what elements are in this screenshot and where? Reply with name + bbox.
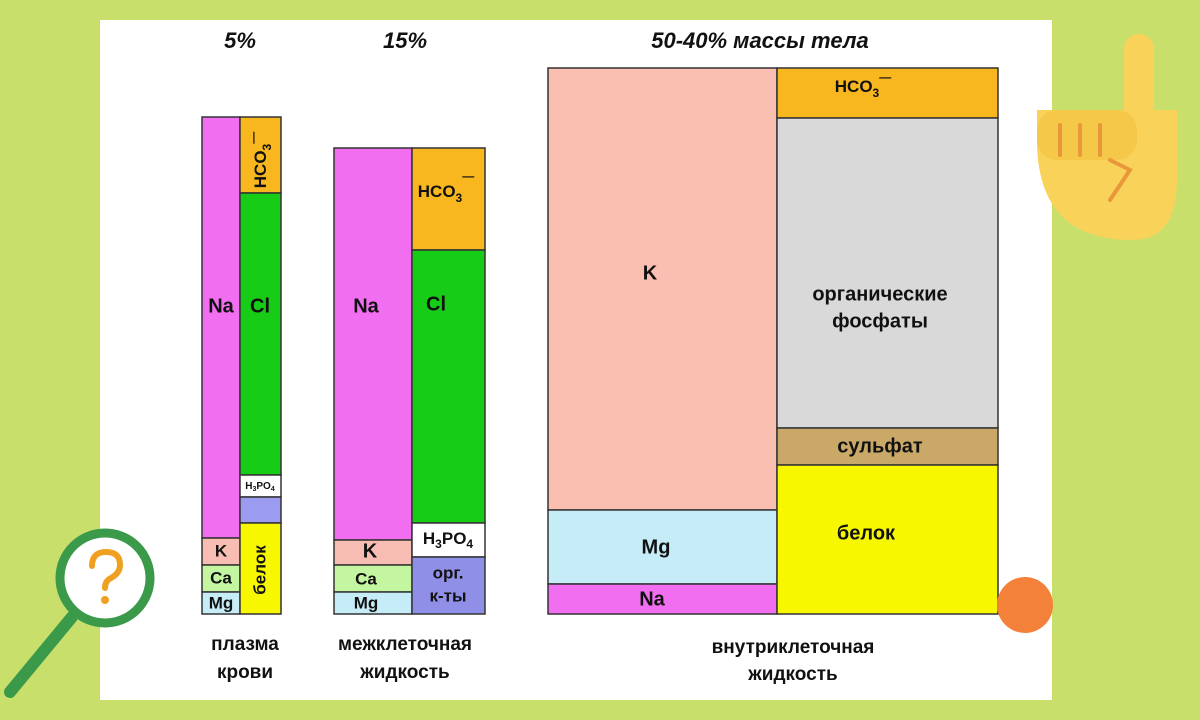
formula: HCO3— (246, 132, 274, 188)
label: 4 (466, 537, 473, 551)
header: 50-40% массы тела (651, 28, 869, 53)
label: Na (208, 295, 234, 317)
label: Cl (426, 293, 446, 315)
formula: H3PO4 (423, 529, 474, 551)
segment (239, 192, 282, 476)
magnifier-icon (4, 528, 155, 698)
label: Ca (355, 569, 377, 588)
label: — (462, 169, 474, 183)
label: K (643, 262, 658, 284)
segment (239, 496, 282, 524)
label: HCO (251, 150, 270, 188)
intracellular-column: K Mg Na HCO3 — органические фосфаты сульф… (547, 67, 999, 685)
label: к-ты (429, 586, 466, 605)
label: органические (812, 283, 947, 305)
interstitial-column: Na K Ca Mg HCO3— Cl H3PO4 орг. к-ты межк… (333, 147, 486, 683)
formula: HCO3 — (835, 70, 891, 100)
label: 3 (456, 191, 463, 205)
label: Na (639, 588, 665, 610)
segment (411, 249, 486, 524)
segment (411, 147, 486, 251)
label: 3 (252, 486, 256, 493)
segment (201, 116, 241, 539)
label: фосфаты (832, 310, 928, 332)
label: HCO (835, 77, 873, 96)
segment (547, 583, 778, 615)
label: сульфат (837, 435, 923, 457)
hand-icon (1037, 34, 1177, 240)
label: Mg (354, 593, 379, 612)
caption: плазма (211, 634, 279, 655)
label: — (879, 70, 891, 84)
segment (333, 539, 413, 566)
plasma-column: Na K Ca Mg HCO3— Cl H3PO4 белок плазма к… (201, 116, 282, 683)
formula: H3PO4 (245, 481, 275, 493)
label: 3 (260, 143, 274, 150)
label: Mg (642, 536, 671, 558)
label: H (423, 529, 435, 548)
segment (776, 67, 999, 119)
caption: крови (217, 662, 273, 683)
label: PO (256, 481, 271, 492)
label: 3 (873, 86, 880, 100)
segment (333, 147, 413, 541)
label: Ca (210, 568, 232, 587)
label: Cl (250, 295, 270, 317)
label: Na (353, 295, 379, 317)
label: 3 (435, 537, 442, 551)
segment (776, 464, 999, 615)
label: орг. (433, 563, 464, 582)
segment (547, 509, 778, 585)
header: 15% (383, 28, 427, 53)
label: Mg (209, 593, 234, 612)
label: 4 (271, 486, 275, 493)
label: белок (250, 545, 269, 595)
segment (547, 67, 778, 511)
label: K (363, 540, 378, 562)
label: K (215, 541, 228, 560)
segment (411, 556, 486, 615)
segment (201, 537, 241, 566)
segment (776, 427, 999, 466)
segment (776, 117, 999, 429)
label: — (246, 132, 260, 144)
label: белок (837, 522, 896, 544)
caption: межклеточная (338, 634, 472, 655)
label: H (245, 481, 252, 492)
caption: жидкость (747, 664, 837, 685)
segment (201, 564, 241, 593)
decor-circle (997, 577, 1053, 633)
label: PO (442, 529, 467, 548)
label: HCO (418, 182, 456, 201)
segment (239, 116, 282, 194)
header: 5% (224, 28, 256, 53)
caption: жидкость (359, 662, 449, 683)
caption: внутриклеточная (712, 637, 875, 658)
formula: HCO3 — (418, 169, 474, 205)
segment (239, 522, 282, 615)
